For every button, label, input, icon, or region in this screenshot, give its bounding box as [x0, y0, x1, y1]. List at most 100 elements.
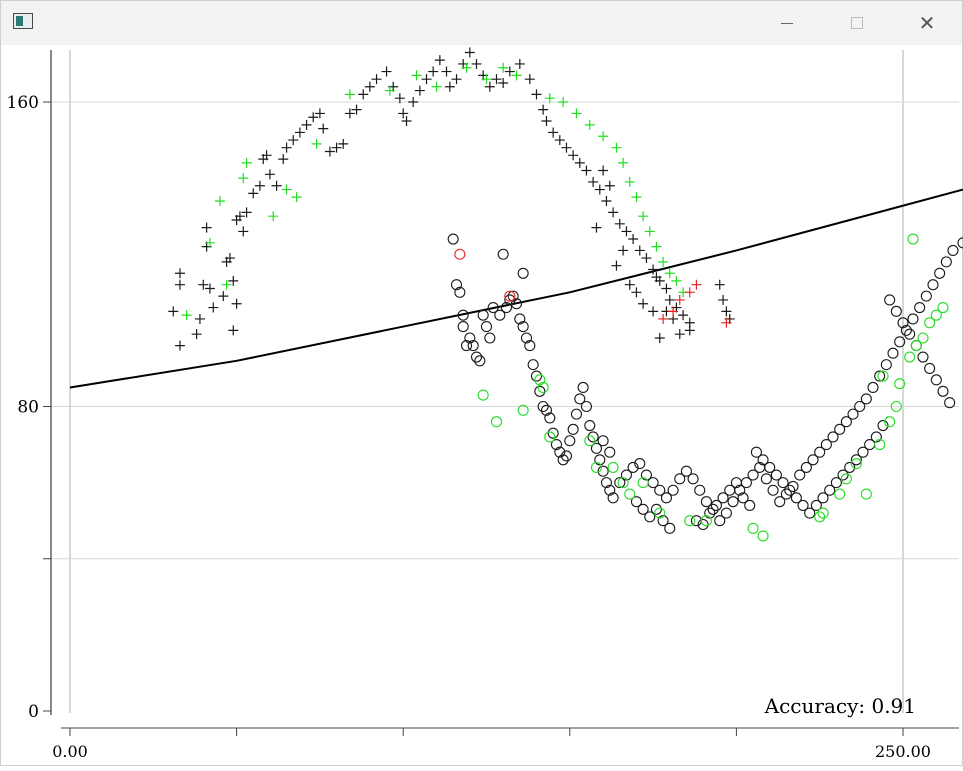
close-button[interactable]: ✕	[904, 1, 950, 45]
circle-point	[564, 435, 576, 447]
circle-point	[720, 507, 732, 519]
circle-point	[747, 469, 759, 481]
plus-point	[318, 123, 329, 134]
plus-point	[684, 325, 695, 336]
circle-point	[817, 492, 829, 504]
circle-point	[577, 381, 589, 394]
circle-point	[457, 309, 469, 321]
circle-point	[927, 279, 939, 291]
circle-point	[947, 244, 959, 256]
title-bar[interactable]: ✕	[1, 1, 962, 45]
circle-point	[474, 355, 486, 367]
plus-point	[584, 119, 595, 130]
circle-point	[600, 477, 613, 489]
circle-point	[464, 332, 476, 344]
circle-point	[924, 362, 936, 374]
circle-point	[570, 408, 583, 420]
plus-point	[461, 62, 472, 73]
circle-point	[640, 469, 652, 481]
plus-point	[314, 108, 325, 119]
plus-point	[238, 173, 249, 184]
circle-point	[887, 347, 899, 359]
circle-point	[860, 488, 872, 500]
plus-point	[491, 74, 502, 85]
plus-point	[371, 74, 382, 85]
circle-point	[557, 454, 569, 466]
plus-point	[238, 226, 249, 237]
plus-point	[571, 108, 582, 119]
circle-point	[774, 496, 786, 508]
plus-point	[394, 93, 405, 104]
circle-point	[540, 404, 553, 416]
circle-point	[744, 499, 756, 512]
circle-point	[727, 496, 739, 508]
circle-point	[880, 359, 892, 371]
circle-point	[597, 465, 609, 477]
circle-point	[847, 408, 859, 420]
plus-point	[718, 294, 729, 305]
circle-point	[477, 309, 489, 321]
plot-area: 0 80 160 0.00 250.00 Accuracy: 0.91	[1, 45, 963, 767]
close-icon: ✕	[918, 11, 936, 35]
plus-point	[241, 157, 252, 168]
circle-point	[830, 477, 842, 489]
minimize-button[interactable]	[764, 1, 810, 45]
circle-point	[494, 309, 506, 321]
circle-point	[760, 473, 772, 485]
plus-point	[228, 275, 239, 286]
circle-point	[654, 507, 666, 519]
circle-point	[817, 507, 829, 519]
circle-point	[537, 381, 549, 394]
circle-point	[717, 492, 729, 504]
decision-boundary-line	[69, 188, 963, 389]
plus-point	[658, 256, 669, 267]
circle-point	[597, 435, 609, 447]
circle-point	[870, 431, 882, 443]
circle-point	[644, 511, 656, 523]
circle-point	[547, 427, 559, 439]
circle-point	[524, 340, 536, 352]
circle-point	[654, 484, 666, 496]
plus-point	[421, 74, 432, 85]
circle-point	[714, 515, 726, 527]
circle-point	[957, 237, 963, 249]
circle-point	[650, 503, 662, 515]
circle-point	[517, 404, 529, 416]
plus-point	[601, 195, 612, 206]
circle-point	[707, 503, 719, 515]
circle-point	[460, 340, 473, 352]
circle-point	[807, 454, 819, 466]
circle-point	[877, 370, 889, 382]
plus-point	[364, 81, 375, 92]
circle-point	[934, 267, 946, 279]
plus-point	[618, 157, 629, 168]
circle-point	[824, 484, 836, 496]
plus-point	[671, 275, 682, 286]
maximize-button[interactable]	[834, 1, 880, 45]
plus-point	[338, 138, 349, 149]
plus-point	[204, 237, 215, 248]
circle-point	[530, 370, 543, 382]
plus-point	[181, 310, 192, 321]
circle-point	[890, 305, 902, 317]
plus-point	[174, 279, 185, 290]
circle-point	[587, 431, 599, 443]
plus-point	[598, 131, 609, 142]
circle-point	[844, 461, 856, 473]
plus-point	[401, 116, 412, 127]
circle-point	[767, 484, 779, 496]
circle-point	[894, 336, 906, 348]
circle-point	[874, 439, 886, 451]
maximize-icon	[851, 17, 863, 29]
plus-point	[431, 81, 442, 92]
circle-point	[850, 454, 862, 466]
plus-point	[721, 317, 732, 328]
plus-point	[498, 77, 509, 88]
circle-point	[580, 400, 593, 413]
circle-point	[930, 309, 942, 321]
plus-point	[428, 66, 439, 77]
app-icon[interactable]	[13, 13, 33, 29]
circle-point	[504, 290, 516, 302]
plus-point	[648, 264, 659, 275]
circle-point	[917, 332, 929, 344]
